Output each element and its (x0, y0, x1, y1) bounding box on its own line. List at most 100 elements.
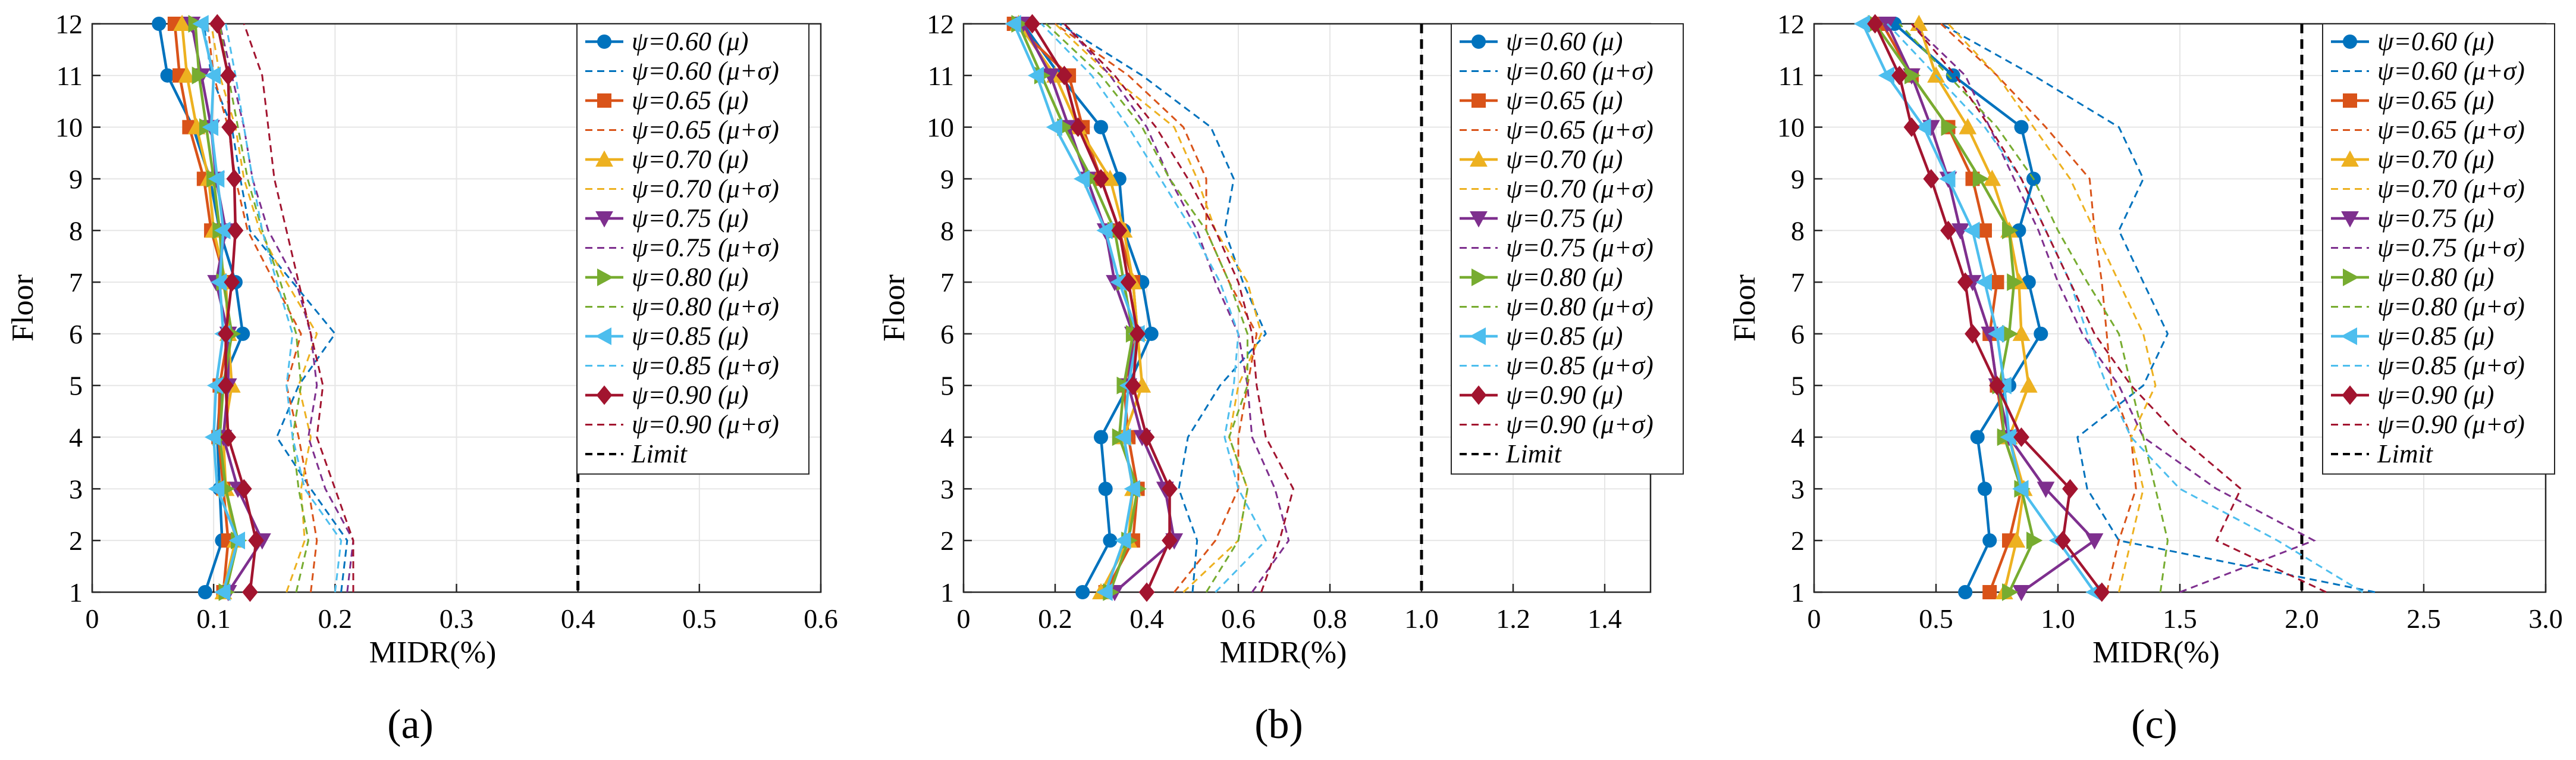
legend-swatch-marker (2343, 93, 2357, 108)
data-point-marker (2026, 531, 2043, 550)
chart-panel-c: 0 0.5 1.0 1.5 2.0 2.5 3.0123456789101112MIDR(%… (1728, 9, 2563, 748)
data-point-marker (2002, 583, 2019, 601)
series-line (1885, 23, 2097, 593)
legend-label: ψ=0.90 (μ+σ) (1506, 410, 1653, 439)
y-tick-label: 9 (1791, 164, 1805, 194)
series-line (206, 23, 318, 593)
y-axis-title: Floor (1728, 274, 1762, 342)
legend-label: ψ=0.60 (μ+σ) (632, 57, 779, 86)
legend-label: ψ=0.90 (μ) (1506, 380, 1623, 409)
legend-label: ψ=0.60 (μ) (632, 27, 748, 56)
y-tick-label: 7 (940, 267, 954, 298)
series-group (1853, 14, 2376, 602)
y-tick-label: 5 (940, 371, 954, 401)
panel-label: (a) (387, 702, 434, 748)
data-point-marker (218, 376, 234, 396)
data-point-marker (1094, 430, 1108, 445)
series-8 (188, 15, 247, 601)
data-point-marker (1982, 533, 1997, 548)
series-line (1012, 23, 1139, 593)
series-13 (1063, 23, 1295, 593)
y-tick-label: 7 (69, 267, 83, 298)
y-axis-title: Floor (877, 274, 911, 342)
data-point-marker (1129, 324, 1146, 344)
legend-label: ψ=0.70 (μ) (1506, 145, 1623, 174)
legend-label: ψ=0.80 (μ+σ) (2377, 292, 2525, 321)
data-point-marker (1093, 169, 1109, 189)
data-point-marker (2014, 120, 2029, 135)
y-tick-label: 6 (69, 319, 83, 349)
data-point-marker (1939, 170, 1956, 188)
legend-box (2322, 23, 2555, 475)
data-point-marker (1982, 585, 1997, 599)
legend-label: ψ=0.60 (μ) (2377, 27, 2494, 56)
y-tick-label: 11 (928, 61, 954, 91)
series-line (210, 23, 318, 593)
series-line (1031, 23, 1171, 593)
data-point-marker (1024, 14, 1040, 34)
data-point-marker (1115, 531, 1131, 550)
data-point-marker (1103, 533, 1118, 548)
legend-label: ψ=0.85 (μ+σ) (2377, 351, 2525, 380)
series-line (1054, 23, 1263, 593)
x-axis-title: MIDR(%) (369, 636, 497, 670)
data-point-marker (1056, 65, 1072, 86)
data-point-marker (1990, 275, 2004, 290)
data-point-marker (160, 68, 175, 83)
data-point-marker (204, 66, 221, 85)
legend-swatch-marker (2340, 327, 2357, 345)
data-point-marker (1989, 376, 2005, 396)
x-tick-label: 0.8 (1313, 603, 1347, 634)
x-axis-title: MIDR(%) (2092, 636, 2220, 670)
x-tick-label: 0.5 (682, 603, 717, 634)
series-9 (1045, 23, 1248, 593)
data-point-marker (1965, 324, 1981, 344)
legend-label: ψ=0.60 (μ) (1506, 27, 1623, 56)
series-line (1055, 23, 1258, 593)
chart-panel-b: 0 0.2 0.4 0.6 0.8 1.0 1.2 1.4123456789101112MID… (877, 9, 1684, 748)
y-tick-label: 2 (940, 526, 954, 556)
x-tick-label: 0.6 (1221, 603, 1256, 634)
legend-label: ψ=0.80 (μ) (1506, 262, 1623, 292)
y-tick-label: 4 (940, 423, 954, 453)
legend-label: ψ=0.65 (μ) (632, 86, 748, 115)
legend-label: ψ=0.70 (μ) (632, 145, 748, 174)
legend-swatch-marker (2341, 150, 2359, 167)
y-tick-label: 1 (1791, 577, 1805, 608)
legend-box (1451, 23, 1684, 475)
series-line (1910, 23, 2317, 593)
series-12 (1024, 14, 1178, 602)
legend: ψ=0.60 (μ)ψ=0.60 (μ+σ)ψ=0.65 (μ)ψ=0.65 (… (1451, 23, 1684, 475)
y-tick-label: 5 (1791, 371, 1805, 401)
legend-label: ψ=0.80 (μ) (2377, 262, 2494, 292)
series-line (218, 23, 309, 593)
series-line (1940, 23, 2376, 593)
y-tick-label: 1 (69, 577, 83, 608)
legend-label: ψ=0.90 (μ) (632, 380, 748, 409)
legend-label: ψ=0.75 (μ) (2377, 204, 2494, 233)
series-8 (1011, 15, 1147, 601)
data-point-marker (2062, 478, 2078, 499)
y-tick-label: 8 (940, 215, 954, 246)
series-13 (243, 23, 354, 592)
y-tick-label: 2 (1791, 526, 1805, 556)
data-point-marker (248, 530, 265, 551)
data-point-marker (1046, 118, 1062, 136)
x-tick-label: 1.4 (1587, 603, 1622, 634)
legend-swatch-marker (595, 211, 613, 228)
legend-swatch-marker (2341, 211, 2359, 228)
series-line (1045, 23, 1248, 593)
series-11 (225, 23, 343, 593)
data-point-marker (2019, 376, 2038, 393)
data-point-marker (1958, 585, 1973, 599)
data-point-marker (2007, 531, 2026, 548)
y-tick-label: 10 (1777, 112, 1805, 143)
legend-label: ψ=0.90 (μ+σ) (632, 410, 779, 439)
legend-label: ψ=0.65 (μ+σ) (632, 115, 779, 145)
legend-label: ψ=0.80 (μ+σ) (1506, 292, 1653, 321)
series-line (1910, 23, 2327, 593)
legend-label: ψ=0.85 (μ+σ) (1506, 351, 1653, 380)
series-3 (1055, 23, 1258, 593)
data-point-marker (1124, 480, 1140, 498)
data-point-marker (227, 220, 244, 240)
